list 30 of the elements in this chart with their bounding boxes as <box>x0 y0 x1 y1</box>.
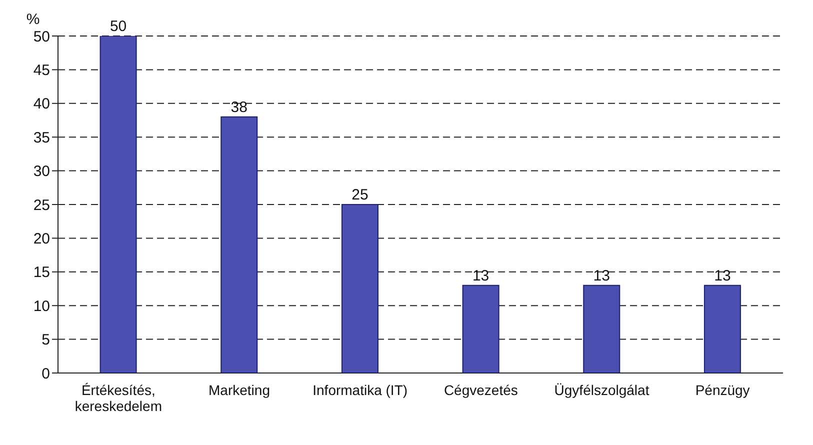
y-tick-label: 15 <box>33 264 50 282</box>
y-tick-label: 20 <box>33 230 50 248</box>
data-label: 25 <box>352 186 368 204</box>
y-tick-label: 35 <box>33 129 50 146</box>
x-tick-label: Informatika (IT) <box>312 382 408 398</box>
y-tick-label: 25 <box>33 196 50 214</box>
y-tick-label: 40 <box>33 96 50 113</box>
data-label: 13 <box>593 267 610 284</box>
data-label: 50 <box>110 18 127 35</box>
data-label: 38 <box>230 98 248 116</box>
bar <box>341 204 378 373</box>
x-tick-label: Cégvezetés <box>444 382 518 398</box>
bar <box>462 284 500 373</box>
x-tick-label: Ügyfélszolgálat <box>554 382 650 398</box>
y-tick-label: 10 <box>33 298 50 315</box>
x-tick-label: Pénzügy <box>695 382 750 398</box>
bar <box>220 116 258 373</box>
x-tick-label: Marketing <box>208 382 270 398</box>
bar <box>704 284 741 373</box>
bar <box>583 284 620 373</box>
y-tick-label: 0 <box>42 365 50 382</box>
y-tick-label: 5 <box>42 332 50 349</box>
data-label: 13 <box>472 267 490 284</box>
bar <box>100 36 137 373</box>
y-tick-label: 50 <box>33 28 50 46</box>
y-tick-label: 45 <box>33 62 50 80</box>
y-axis-title: % <box>26 11 40 28</box>
data-label: 13 <box>714 267 731 284</box>
y-tick-label: 30 <box>33 163 50 180</box>
x-tick-label: Értékesítés, kereskedelem <box>74 382 162 414</box>
